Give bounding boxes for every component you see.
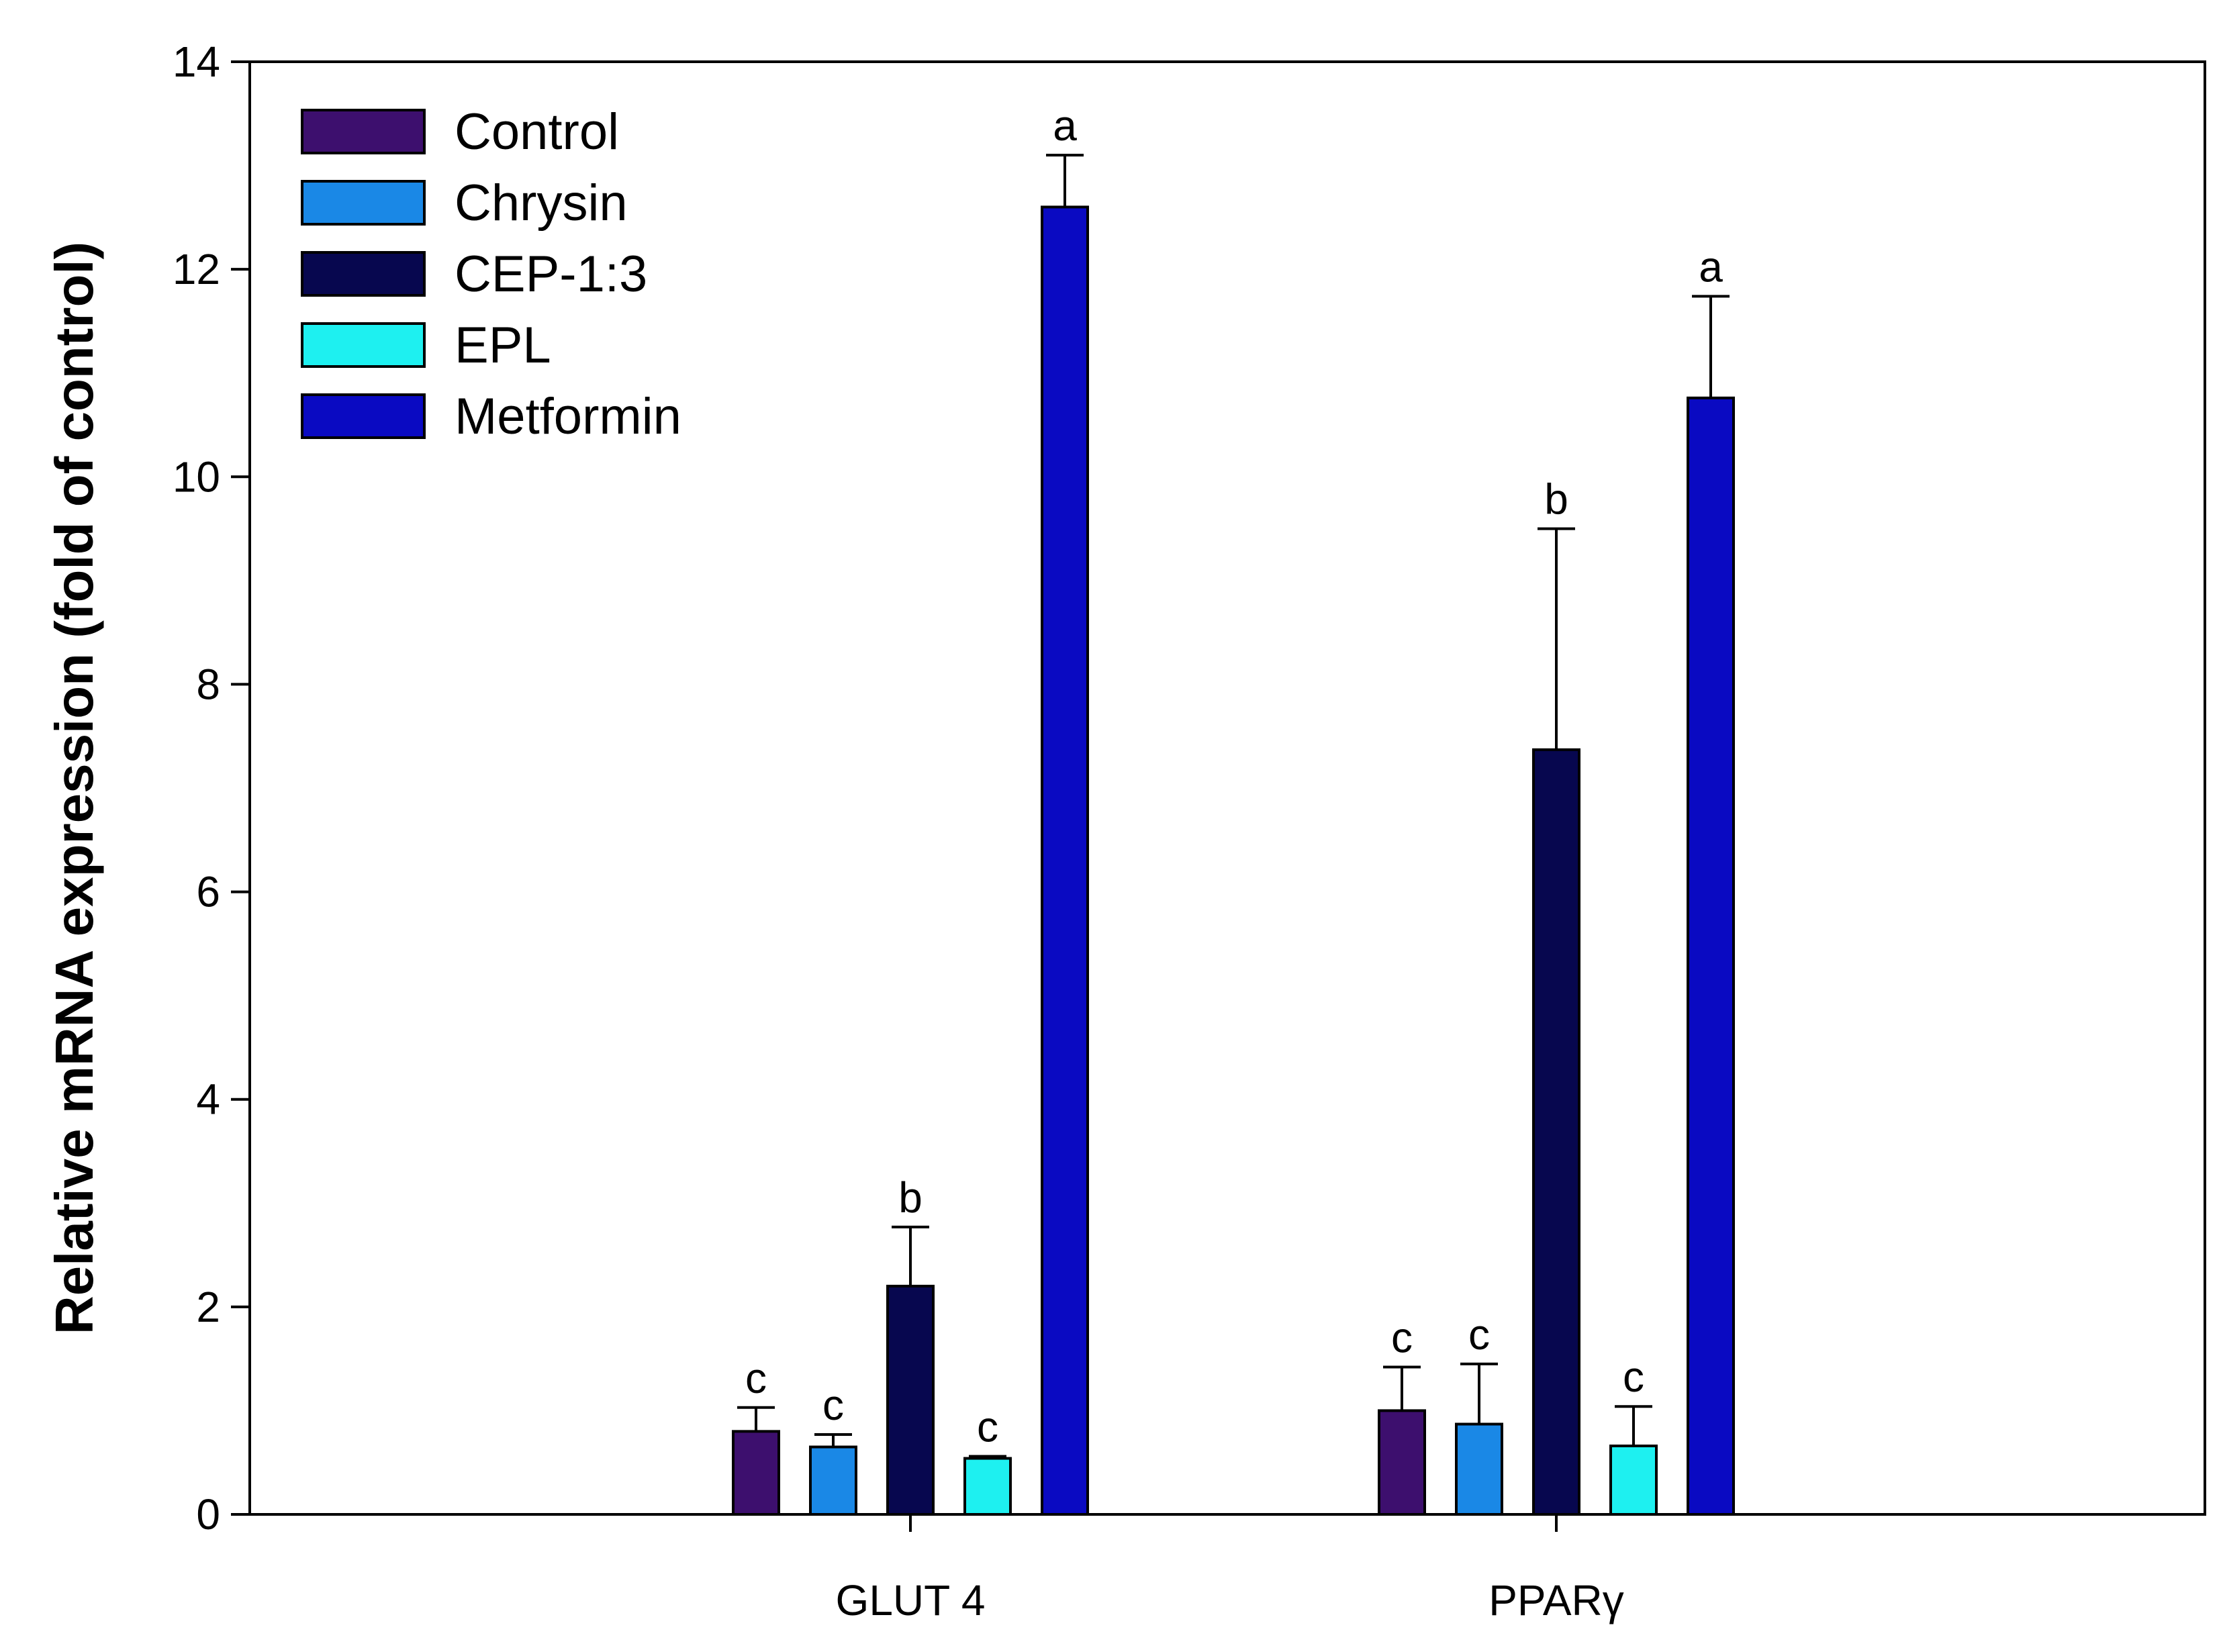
y-tick-label: 12 [173, 245, 220, 293]
y-tick-label: 0 [196, 1490, 220, 1539]
y-axis-label: Relative mRNA expression (fold of contro… [44, 242, 104, 1334]
significance-label: c [1391, 1314, 1413, 1362]
bar [1687, 396, 1735, 1516]
legend-label: Metformin [455, 388, 681, 445]
bar [1609, 1444, 1658, 1516]
bar [1041, 205, 1089, 1516]
plot-frame [248, 60, 2206, 1516]
y-tick-label: 6 [196, 868, 220, 916]
legend-swatch [301, 109, 426, 154]
bar [1532, 748, 1580, 1516]
bar [1378, 1409, 1426, 1516]
bar [809, 1445, 857, 1516]
y-tick-label: 14 [173, 38, 220, 86]
y-tick-label: 8 [196, 660, 220, 708]
bar [886, 1284, 935, 1516]
legend-swatch [301, 393, 426, 439]
bar [963, 1457, 1012, 1516]
bar [732, 1430, 780, 1516]
significance-label: a [1699, 242, 1723, 291]
significance-label: a [1053, 101, 1077, 150]
legend-swatch [301, 180, 426, 226]
x-tick-label: PPARγ [1488, 1576, 1624, 1624]
significance-label: c [977, 1402, 998, 1451]
significance-label: c [822, 1381, 844, 1429]
significance-label: c [1623, 1353, 1644, 1401]
y-tick-label: 4 [196, 1075, 220, 1124]
y-tick-label: 2 [196, 1283, 220, 1331]
y-tick-label: 10 [173, 452, 220, 501]
legend-swatch [301, 322, 426, 368]
legend-label: Chrysin [455, 175, 628, 232]
significance-label: c [1468, 1310, 1490, 1359]
x-tick-label: GLUT 4 [836, 1576, 986, 1624]
bar [1455, 1422, 1503, 1516]
significance-label: c [745, 1354, 767, 1402]
legend-label: EPL [455, 317, 551, 374]
significance-label: b [898, 1173, 923, 1222]
significance-label: b [1544, 475, 1568, 524]
legend-label: Control [455, 103, 619, 160]
legend-label: CEP-1:3 [455, 246, 647, 303]
legend-swatch [301, 251, 426, 297]
